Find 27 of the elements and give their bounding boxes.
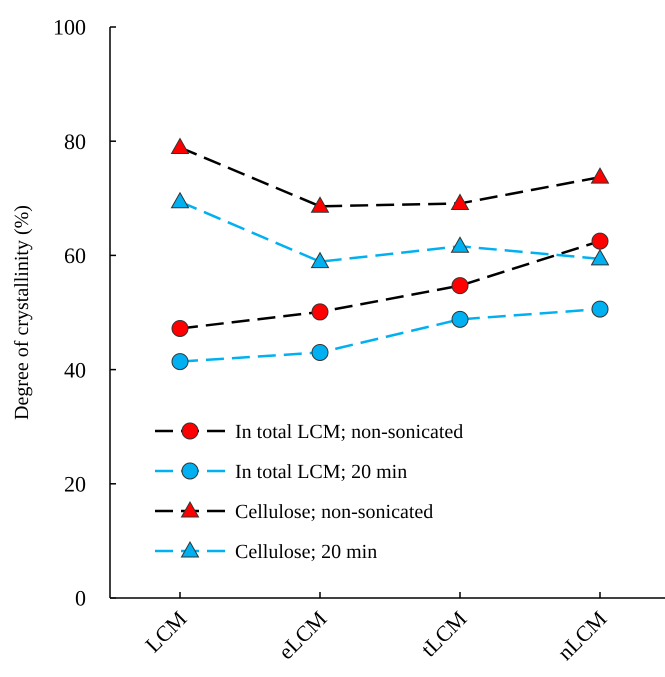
point [452,310,468,328]
point [311,196,329,213]
y-tick-label: 20 [64,472,86,496]
legend-label: In total LCM; non-sonicated [235,421,464,443]
y-tick-label: 100 [53,14,86,40]
y-tick-label: 0 [75,586,86,611]
point [591,249,609,266]
point [592,300,608,318]
point [451,194,469,210]
legend-label: Cellulose; 20 min [235,541,378,563]
y-axis-title: Degree of crystallinity (%) [11,205,33,420]
point [312,344,328,361]
legend-label: In total LCM; 20 min [235,461,408,483]
y-tick-label: 80 [64,128,86,154]
point [171,138,189,154]
point [312,303,328,320]
point [451,236,469,253]
point [171,192,189,208]
legend-label: Cellulose; non-sonicated [235,501,434,523]
point [172,353,188,370]
point [591,168,609,184]
y-tick-label: 40 [64,357,86,382]
point [592,232,608,250]
point [172,320,188,337]
point [452,277,468,294]
point [311,252,329,268]
y-tick-label: 60 [64,243,86,268]
